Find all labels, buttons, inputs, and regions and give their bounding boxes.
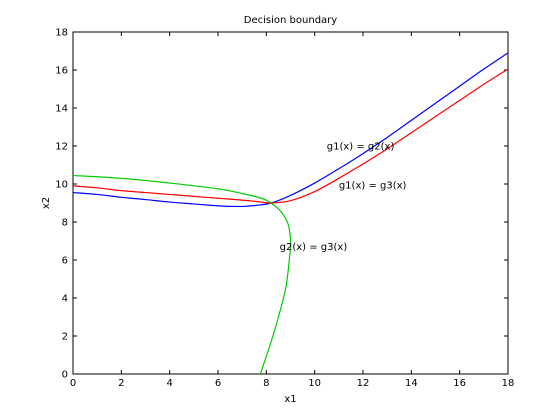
annotations: g1(x) = g2(x) g1(x) = g3(x) g2(x) = g3(x) [280,142,407,254]
annotation-g2-g3: g2(x) = g3(x) [280,242,348,253]
x-tick-label: 8 [263,378,269,389]
y-tick-label: 16 [55,66,68,77]
axes-box [72,31,509,375]
ticks: 0 2 4 6 8 10 12 14 16 18 0 2 4 6 8 10 12 14 16 18 [55,28,514,390]
x-tick-label: 12 [357,378,370,389]
x-tick-label: 16 [453,378,466,389]
x-tick-label: 2 [118,378,124,389]
annotation-g1-g2: g1(x) = g2(x) [327,142,395,153]
series-line-red [72,68,509,204]
series-line-green [72,174,292,375]
series-group [72,52,509,375]
y-tick-label: 14 [55,104,68,115]
y-tick-label: 10 [55,180,68,191]
annotation-g1-g3: g1(x) = g3(x) [339,180,407,191]
y-tick-label: 6 [62,256,68,267]
x-tick-label: 18 [502,378,515,389]
x-tick-label: 6 [215,378,221,389]
x-axis-label: x1 [284,394,296,405]
series-line-blue [72,52,509,208]
y-tick-label: 4 [62,294,68,305]
y-tick-label: 0 [62,370,68,381]
x-tick-label: 0 [70,378,76,389]
y-axis-label: x2 [41,197,52,209]
y-tick-label: 12 [55,142,68,153]
y-tick-label: 2 [62,332,68,343]
y-tick-label: 8 [62,218,68,229]
x-tick-label: 4 [166,378,172,389]
y-tick-label: 18 [55,28,68,39]
plot-area [72,31,509,375]
chart-title: Decision boundary [244,15,337,26]
x-tick-label: 10 [308,378,321,389]
x-tick-label: 14 [405,378,418,389]
